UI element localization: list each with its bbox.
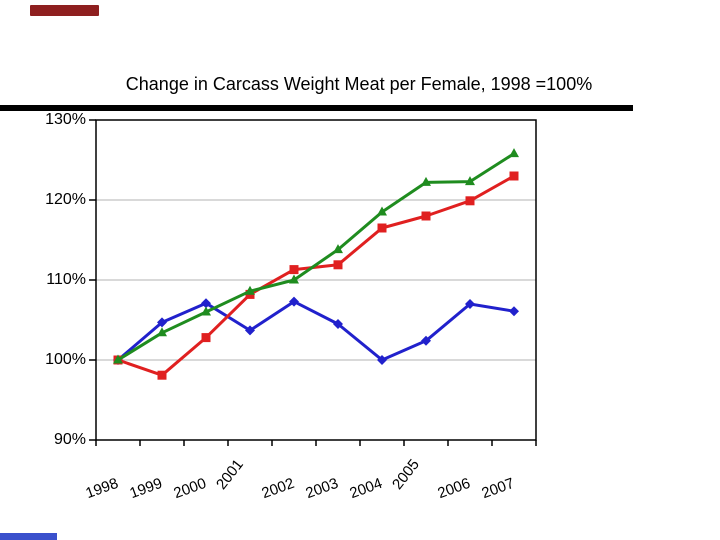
triangle-marker [421, 176, 431, 186]
y-axis-label: 100% [45, 351, 86, 368]
diamond-marker [333, 319, 343, 329]
triangle-marker [113, 354, 123, 364]
diamond-marker [465, 299, 475, 309]
y-axis-label: 130% [45, 111, 86, 128]
diamond-marker [421, 335, 431, 346]
triangle-marker [333, 244, 343, 254]
square-marker [465, 196, 475, 206]
y-axis-label: 110% [46, 271, 86, 288]
red-square-series-line [117, 174, 515, 377]
diamond-marker [377, 355, 387, 365]
diamond-marker [509, 306, 519, 317]
triangle-marker [245, 285, 255, 295]
y-axis-label: 120% [45, 191, 86, 208]
square-marker [333, 260, 343, 270]
green-triangle-series-line [117, 152, 515, 362]
square-marker [289, 265, 299, 275]
square-marker [377, 223, 387, 233]
diamond-marker [201, 298, 211, 309]
chart-title: Change in Carcass Weight Meat per Female… [125, 74, 593, 94]
triangle-marker [377, 206, 387, 216]
accent-bar-top [30, 5, 99, 16]
square-marker [509, 171, 519, 181]
diamond-marker [289, 296, 299, 307]
title-rule [0, 105, 633, 111]
blue-diamond-series-line [117, 300, 515, 362]
square-marker [201, 333, 211, 343]
triangle-marker [157, 327, 167, 337]
square-marker [157, 370, 167, 380]
triangle-marker [201, 306, 211, 316]
accent-bar-bottom [0, 533, 57, 540]
diamond-marker [245, 325, 255, 336]
diamond-marker [157, 317, 167, 328]
triangle-marker [289, 274, 299, 284]
triangle-marker [509, 148, 519, 158]
square-marker [421, 211, 431, 221]
y-axis-label: 90% [53, 431, 86, 448]
triangle-marker [465, 176, 475, 186]
